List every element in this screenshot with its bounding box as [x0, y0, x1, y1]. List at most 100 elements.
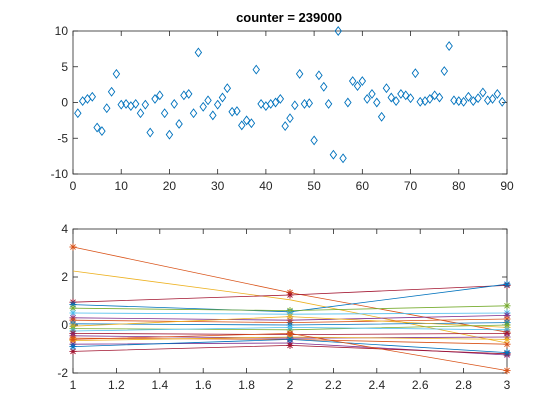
scatter-point: [498, 96, 506, 107]
scatter-point: [204, 95, 212, 106]
scatter-point: [146, 127, 154, 138]
scatter-point: [344, 97, 352, 108]
scatter-point: [218, 92, 227, 103]
scatter-point: [185, 88, 193, 99]
scatter-point: [257, 98, 265, 109]
scatter-point: [455, 96, 463, 107]
bottom-x-tick-label: 1.2: [108, 378, 125, 392]
top-x-tick-label: 30: [211, 179, 225, 193]
bottom-y-tick-label: 2: [61, 270, 68, 284]
scatter-point: [377, 111, 386, 122]
scatter-point: [324, 98, 333, 109]
series-marker: [286, 313, 294, 321]
scatter-point: [402, 90, 410, 101]
scatter-point: [242, 115, 251, 126]
scatter-point: [199, 101, 207, 112]
scatter-point: [223, 83, 232, 94]
bottom-x-tick-label: 3: [504, 378, 511, 392]
scatter-point: [459, 96, 468, 107]
scatter-point: [474, 93, 482, 104]
top-x-tick-label: 10: [115, 179, 129, 193]
top-x-tick-label: 60: [356, 179, 370, 193]
scatter-point: [213, 99, 222, 110]
scatter-point: [310, 135, 318, 146]
scatter-point: [107, 86, 116, 97]
series-marker: [286, 329, 294, 337]
scatter-point: [103, 103, 111, 114]
bottom-x-tick-label: 2: [287, 378, 294, 392]
bottom-x-tick-label: 2.8: [455, 378, 472, 392]
scatter-point: [406, 93, 415, 104]
top-x-tick-label: 50: [307, 179, 321, 193]
scatter-point: [488, 93, 497, 104]
series-marker: [286, 291, 294, 299]
top-y-tick-label: 10: [55, 24, 69, 38]
series-marker: [69, 335, 77, 343]
scatter-point: [281, 121, 289, 132]
scatter-point: [165, 129, 174, 140]
top-y-tick-label: 0: [61, 96, 68, 110]
scatter-point: [170, 98, 178, 109]
scatter-point: [74, 108, 82, 119]
scatter-point: [247, 118, 256, 129]
scatter-point: [430, 90, 439, 101]
scatter-point: [479, 87, 487, 98]
series-marker: [503, 367, 511, 375]
top-plot-title: counter = 239000: [236, 10, 342, 25]
scatter-point: [358, 76, 367, 86]
top-x-tick-label: 0: [70, 179, 77, 193]
top-plot-area: [72, 30, 508, 175]
scatter-point: [353, 81, 362, 92]
scatter-point: [136, 108, 145, 119]
bottom-y-tick-label: -2: [57, 366, 68, 380]
scatter-point: [112, 68, 121, 79]
series-marker: [503, 335, 511, 343]
scatter-point: [291, 100, 299, 111]
scatter-point: [445, 41, 453, 51]
scatter-point: [392, 96, 400, 107]
top-y-tick-label: 5: [61, 60, 68, 74]
scatter-point: [426, 93, 434, 104]
bottom-y-tick-label: 4: [61, 222, 68, 236]
scatter-point: [209, 110, 217, 121]
scatter-point: [252, 64, 260, 75]
scatter-point: [189, 108, 198, 119]
bottom-x-tick-label: 1.6: [195, 378, 212, 392]
scatter-point: [339, 153, 347, 164]
series-marker: [69, 343, 77, 351]
bottom-x-tick-label: 2.6: [412, 378, 429, 392]
scatter-point: [387, 92, 395, 103]
scatter-point: [435, 92, 444, 103]
scatter-point: [315, 70, 323, 81]
scatter-point: [334, 26, 342, 36]
series-marker: [69, 347, 77, 355]
scatter-point: [397, 88, 405, 99]
top-x-tick-label: 40: [259, 179, 273, 193]
bottom-x-tick-label: 1: [70, 378, 77, 392]
scatter-point: [160, 108, 169, 119]
scatter-point: [368, 88, 376, 99]
bottom-x-tick-label: 2.4: [368, 378, 385, 392]
top-y-tick-label: -5: [57, 131, 68, 145]
scatter-point: [411, 68, 420, 79]
bottom-y-tick-label: 0: [61, 318, 68, 332]
scatter-point: [320, 81, 328, 92]
scatter-point: [175, 119, 183, 129]
scatter-point: [450, 95, 458, 106]
scatter-point: [98, 126, 106, 137]
scatter-point: [469, 96, 477, 107]
series-marker: [503, 349, 511, 357]
scatter-point: [141, 99, 150, 110]
top-x-tick-label: 80: [452, 179, 466, 193]
scatter-point: [131, 98, 140, 109]
scatter-point: [88, 91, 97, 102]
bottom-x-tick-label: 1.4: [151, 378, 168, 392]
top-y-tick-label: -10: [51, 167, 69, 181]
scatter-point: [440, 66, 449, 76]
scatter-point: [233, 106, 241, 117]
scatter-point: [151, 93, 159, 104]
top-axes: 0 10 20 30 40 50 60 70 80 90 -10 -5 0 5 10: [51, 24, 514, 193]
scatter-point: [271, 97, 280, 108]
series-marker: [69, 243, 77, 251]
